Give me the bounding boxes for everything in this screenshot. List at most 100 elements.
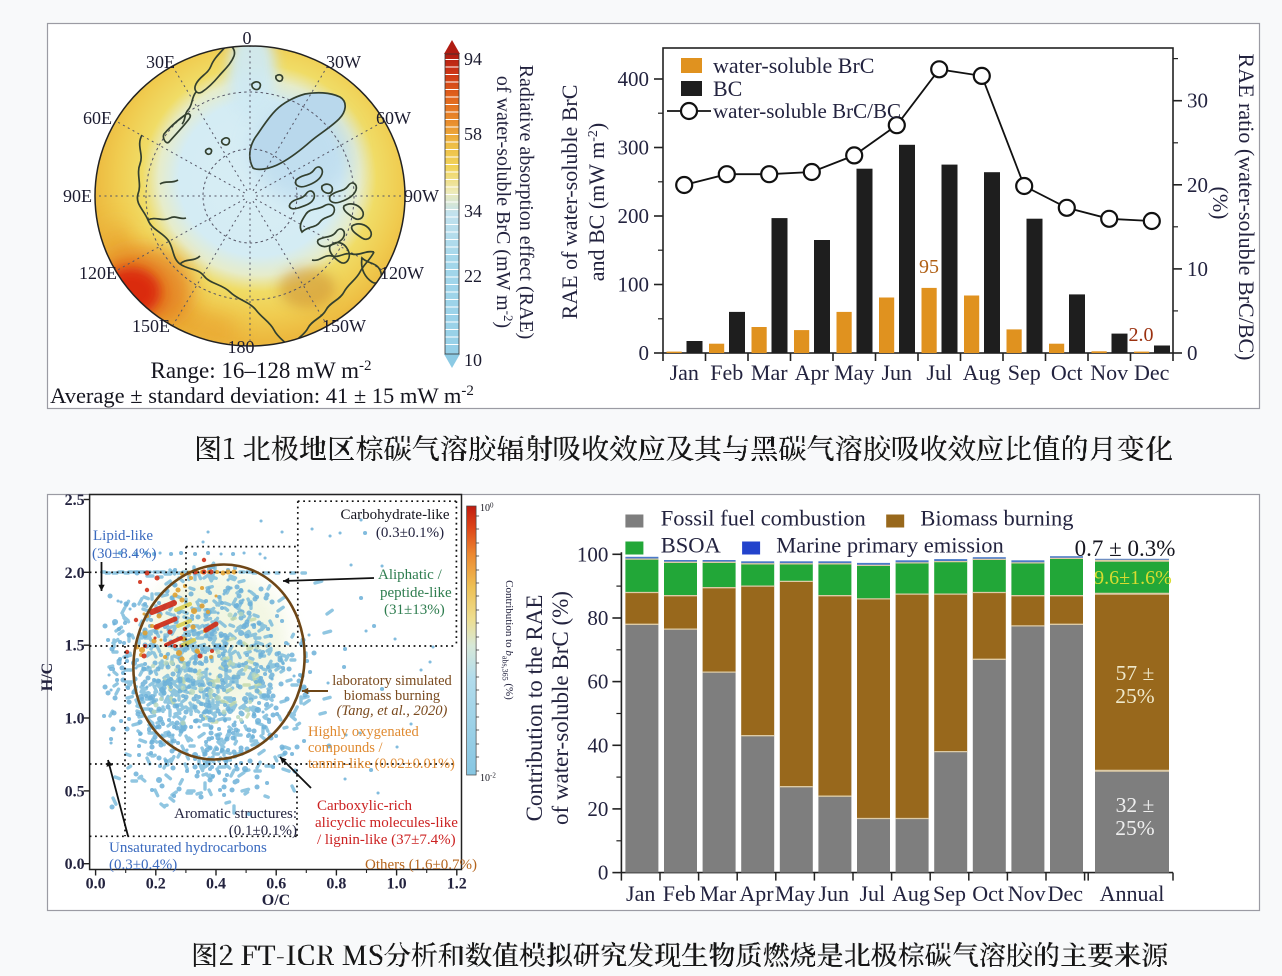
svg-text:90E: 90E [63, 186, 92, 206]
svg-text:0.6: 0.6 [266, 876, 286, 893]
svg-text:Jan: Jan [626, 881, 655, 906]
svg-text:May: May [834, 360, 874, 385]
svg-text:of water-soluble BrC (%): of water-soluble BrC (%) [548, 591, 573, 825]
svg-text:Mar: Mar [700, 881, 737, 906]
svg-text:H/C: H/C [39, 663, 56, 691]
svg-text:Aromatic structures:: Aromatic structures: [174, 806, 297, 822]
svg-text:Nov: Nov [1008, 881, 1046, 906]
svg-text:Unsaturated hydrocarbons: Unsaturated hydrocarbons [109, 840, 267, 856]
svg-text:150W: 150W [322, 316, 366, 336]
svg-text:34: 34 [464, 201, 482, 221]
svg-text:0: 0 [1187, 341, 1198, 365]
svg-text:water-soluble BrC: water-soluble BrC [713, 53, 874, 78]
svg-text:Jun: Jun [881, 360, 912, 385]
svg-text:100: 100 [618, 273, 650, 297]
svg-text:1.0: 1.0 [387, 876, 407, 893]
svg-text:RAE of water-soluble BrC: RAE of water-soluble BrC [557, 85, 582, 320]
svg-text:Jun: Jun [818, 881, 849, 906]
svg-text:Sep: Sep [1008, 360, 1041, 385]
svg-text:20: 20 [1187, 173, 1208, 197]
svg-text:0.5: 0.5 [65, 783, 85, 800]
svg-text:58: 58 [464, 124, 482, 144]
svg-text:Jul: Jul [926, 360, 952, 385]
svg-text:compounds /: compounds / [308, 740, 383, 756]
svg-text:95: 95 [919, 256, 939, 278]
svg-text:(%): (%) [1208, 187, 1233, 220]
svg-text:1.2: 1.2 [447, 876, 467, 893]
svg-text:Apr: Apr [795, 360, 830, 385]
svg-text:Jul: Jul [859, 881, 885, 906]
svg-text:2.5: 2.5 [65, 492, 85, 509]
svg-text:9.6±1.6%: 9.6±1.6% [1094, 567, 1172, 589]
svg-text:RAE ratio (water-soluble BrC/B: RAE ratio (water-soluble BrC/BC) [1234, 54, 1259, 361]
svg-text:Contribution to the RAE: Contribution to the RAE [522, 595, 547, 822]
svg-text:300: 300 [618, 136, 650, 160]
svg-text:120W: 120W [380, 263, 424, 283]
svg-text:water-soluble BrC/BC: water-soluble BrC/BC [713, 99, 901, 123]
svg-text:90W: 90W [404, 186, 439, 206]
svg-text:Fossil fuel combustion: Fossil fuel combustion [661, 506, 866, 531]
svg-text:0.8: 0.8 [326, 876, 346, 893]
svg-text:60E: 60E [83, 108, 112, 128]
svg-text:alicyclic molecules-like: alicyclic molecules-like [315, 815, 458, 831]
svg-text:Marine primary emission: Marine primary emission [776, 533, 1003, 558]
svg-text:(31±13%): (31±13%) [384, 602, 445, 618]
svg-text:May: May [775, 881, 815, 906]
svg-text:O/C: O/C [262, 892, 290, 909]
svg-text:100: 100 [577, 542, 609, 566]
svg-text:400: 400 [618, 67, 650, 91]
svg-text:Annual: Annual [1100, 881, 1165, 906]
svg-text:25%: 25% [1115, 816, 1155, 840]
svg-text:(0.3±0.4%): (0.3±0.4%) [109, 857, 177, 873]
svg-text:60W: 60W [376, 108, 411, 128]
svg-text:57 ±: 57 ± [1116, 661, 1155, 685]
svg-text:Feb: Feb [710, 360, 743, 385]
svg-text:0.0: 0.0 [86, 876, 106, 893]
svg-text:30E: 30E [146, 52, 175, 72]
svg-text:(30±8.4%): (30±8.4%) [92, 546, 156, 562]
svg-text:150E: 150E [132, 316, 170, 336]
svg-text:20: 20 [587, 797, 608, 821]
svg-text:laboratory simulated: laboratory simulated [332, 673, 452, 689]
svg-text:(Tang, et al., 2020): (Tang, et al., 2020) [337, 703, 448, 719]
svg-text:10: 10 [464, 350, 482, 370]
svg-text:30W: 30W [326, 52, 361, 72]
svg-text:Oct: Oct [972, 881, 1004, 906]
svg-text:2.0: 2.0 [65, 565, 85, 582]
svg-text:Aug: Aug [963, 360, 1001, 385]
svg-text:22: 22 [464, 266, 482, 286]
svg-text:0: 0 [639, 341, 650, 365]
svg-text:Carbohydrate-like: Carbohydrate-like [340, 507, 449, 523]
svg-text:Lipid-like: Lipid-like [93, 528, 153, 544]
svg-text:biomass burning: biomass burning [344, 688, 440, 704]
svg-text:0.4: 0.4 [206, 876, 226, 893]
svg-text:Nov: Nov [1090, 360, 1128, 385]
svg-text:(0.3±0.1%): (0.3±0.1%) [376, 525, 444, 541]
svg-text:32 ±: 32 ± [1116, 793, 1155, 817]
svg-text:tannin-like (0.02±0.01%): tannin-like (0.02±0.01%) [308, 756, 455, 772]
svg-text:10: 10 [1187, 257, 1208, 281]
svg-text:30: 30 [1187, 89, 1208, 113]
svg-text:2.0: 2.0 [1129, 324, 1154, 346]
svg-text:Oct: Oct [1051, 360, 1083, 385]
svg-text:Mar: Mar [751, 360, 788, 385]
svg-text:BC: BC [713, 76, 742, 101]
svg-text:0.2: 0.2 [146, 876, 166, 893]
svg-text:1.0: 1.0 [65, 711, 85, 728]
svg-text:Apr: Apr [739, 881, 774, 906]
svg-text:Radiative absorption effect (: Radiative absorption effect (RAE) [515, 65, 537, 340]
svg-text:Biomass burning: Biomass burning [920, 506, 1073, 531]
svg-text:0: 0 [243, 28, 252, 48]
svg-text:60: 60 [587, 670, 608, 694]
svg-text:Dec: Dec [1048, 881, 1084, 906]
svg-text:BSOA: BSOA [661, 533, 722, 558]
svg-text:80: 80 [587, 606, 608, 630]
svg-text:Average ± standard deviation:: Average ± standard deviation: 41 ± 15 mW… [50, 383, 474, 408]
svg-text:180: 180 [228, 337, 255, 357]
svg-text:Dec: Dec [1134, 360, 1170, 385]
svg-text:of water-soluble BrC (mW m-2): of water-soluble BrC (mW m-2) [492, 76, 516, 328]
svg-text:94: 94 [464, 49, 482, 69]
svg-text:0.7 ± 0.3%: 0.7 ± 0.3% [1075, 536, 1176, 561]
svg-text:(0.1±0.1%): (0.1±0.1%) [229, 823, 297, 839]
svg-text:Range: 16–128 mW m-2: Range: 16–128 mW m-2 [151, 358, 372, 383]
